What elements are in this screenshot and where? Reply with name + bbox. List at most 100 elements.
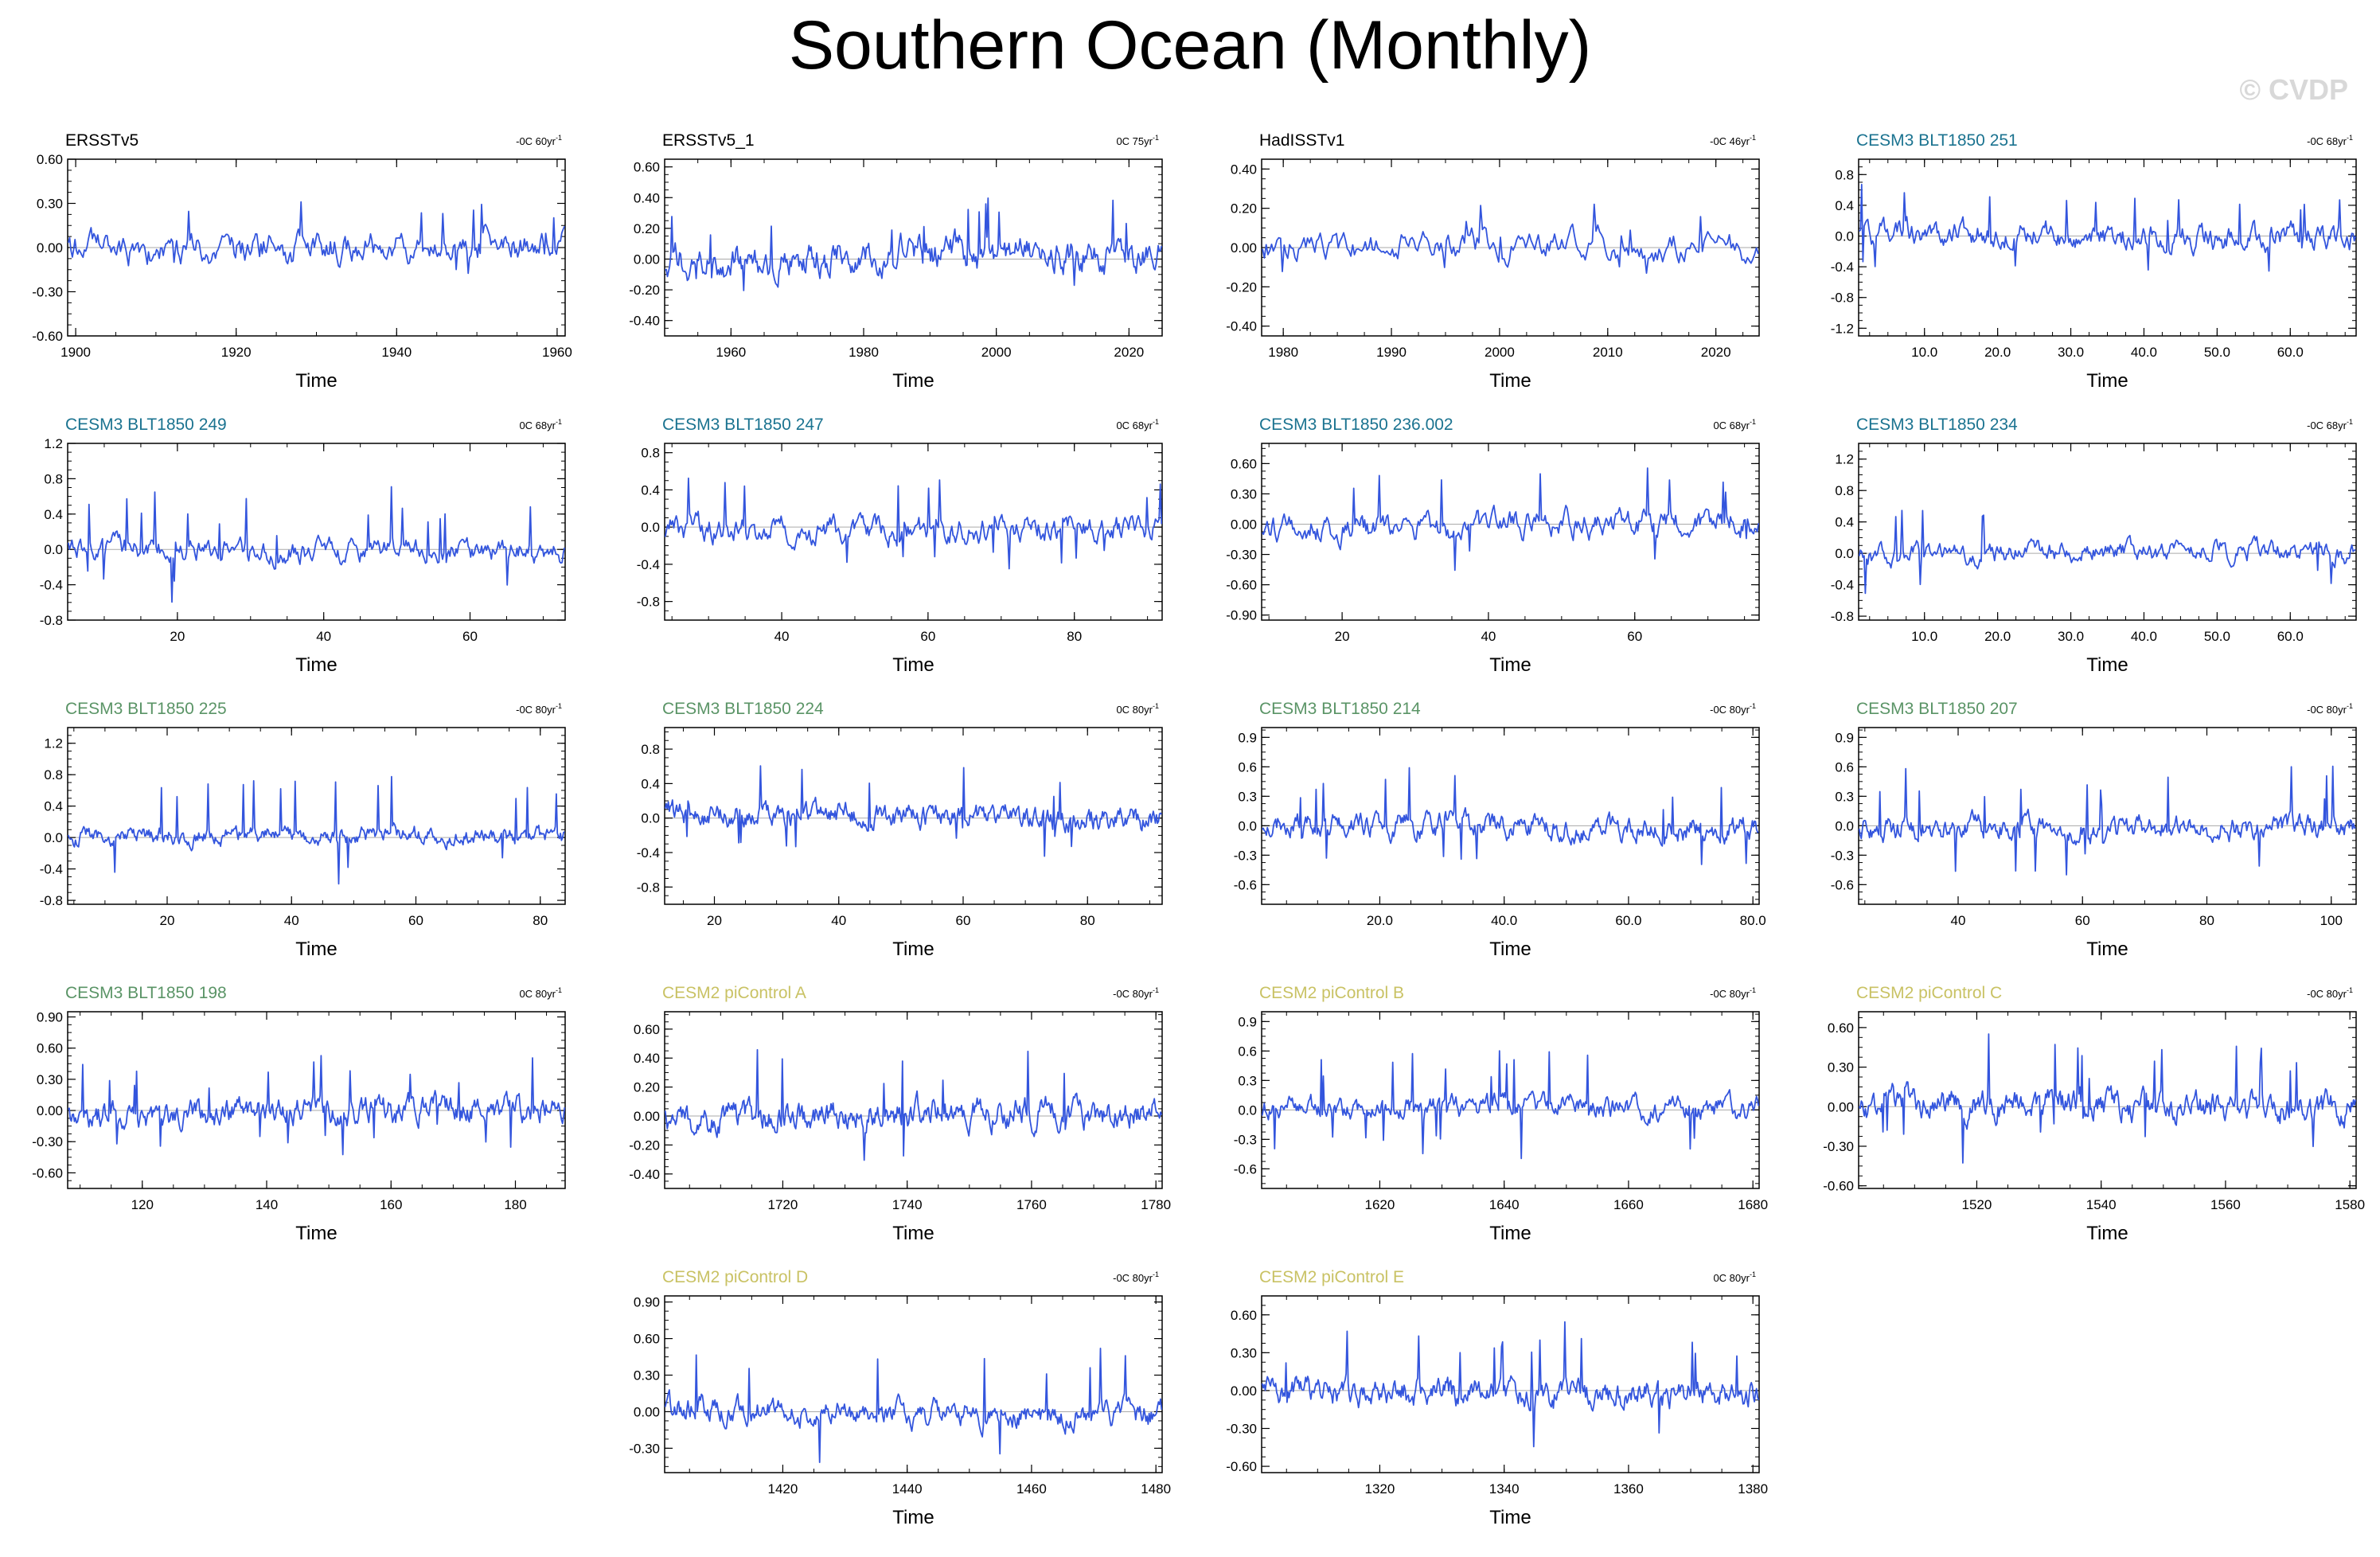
trend-label: 0C 68yr-1 — [1116, 418, 1159, 431]
y-tick-label: 0.40 — [1231, 162, 1257, 177]
trend-superscript: -1 — [1750, 702, 1756, 710]
trend-label: -0C 80yr-1 — [1113, 1270, 1159, 1284]
y-tick-label: 0.3 — [1835, 789, 1854, 804]
y-tick-label: 0.9 — [1238, 1014, 1257, 1029]
x-tick-label: 40.0 — [2131, 345, 2157, 360]
x-axis-label: Time — [2086, 654, 2128, 676]
y-tick-label: -0.8 — [40, 893, 63, 908]
x-tick-label: 1980 — [1268, 345, 1298, 360]
panel-title: CESM3 BLT1850 225 — [65, 700, 227, 718]
series-line — [664, 765, 1162, 857]
chart-panel: CESM2 piControl B -0C 80yr-1 -0.6 -0.3 0.0 0.… — [1234, 984, 1768, 1244]
x-tick-label: 60.0 — [2277, 345, 2304, 360]
x-tick-label: 40 — [831, 913, 846, 928]
chart-panel: CESM3 BLT1850 224 0C 80yr-1 -0.8 -0.4 0.0 0.4… — [637, 700, 1163, 960]
plot-frame — [1261, 443, 1760, 621]
x-tick-label: 1960 — [716, 345, 746, 360]
y-tick-label: 0.40 — [634, 1051, 660, 1066]
x-tick-label: 2000 — [1485, 345, 1515, 360]
panel-title: CESM3 BLT1850 247 — [662, 416, 824, 434]
panel-title: CESM3 BLT1850 224 — [662, 700, 824, 718]
trend-superscript: -1 — [2347, 134, 2353, 142]
series-line — [1858, 1033, 2357, 1164]
plot-frame — [664, 158, 1163, 337]
y-tick-label: -0.4 — [637, 557, 660, 572]
trend-superscript: -1 — [1153, 1270, 1159, 1278]
y-tick-label: 0.0 — [44, 830, 63, 845]
y-tick-label: 0.30 — [37, 1072, 63, 1087]
panel-title: CESM3 BLT1850 198 — [65, 984, 227, 1002]
panel-title: HadISSTv1 — [1259, 131, 1344, 150]
y-tick-label: -0.60 — [1226, 578, 1257, 593]
x-tick-label: 1420 — [768, 1481, 798, 1497]
y-tick-label: 0.20 — [634, 1080, 660, 1095]
chart-panel: CESM3 BLT1850 247 0C 68yr-1 -0.8 -0.4 0.0 0.4… — [637, 416, 1163, 676]
x-tick-label: 20.0 — [1984, 345, 2011, 360]
y-tick-label: -0.3 — [1831, 848, 1854, 863]
y-tick-label: 0.00 — [634, 1109, 660, 1124]
chart-panel: CESM3 BLT1850 251 -0C 68yr-1 -1.2 -0.8 -0.4 0… — [1831, 131, 2357, 392]
plot-frame — [1858, 1011, 2357, 1189]
plot-frame — [67, 1011, 566, 1189]
y-tick-label: 0.9 — [1835, 730, 1854, 745]
y-tick-label: 0.0 — [641, 811, 660, 826]
y-tick-label: 0.60 — [1828, 1020, 1854, 1036]
series-line — [1858, 765, 2356, 876]
plot-frame — [664, 443, 1163, 621]
x-axis-label: Time — [892, 370, 934, 392]
x-tick-label: 80.0 — [1740, 913, 1766, 928]
plot-frame — [1261, 1295, 1760, 1473]
y-tick-label: 0.6 — [1238, 759, 1257, 775]
trend-label: 0C 68yr-1 — [1713, 418, 1756, 431]
y-tick-label: -0.6 — [1831, 877, 1854, 892]
series-line — [67, 1055, 566, 1156]
x-tick-label: 60.0 — [2277, 629, 2304, 644]
x-tick-label: 1460 — [1016, 1481, 1047, 1497]
x-tick-label: 20 — [1335, 629, 1350, 644]
y-tick-label: 0.20 — [634, 221, 660, 236]
chart-panel: CESM3 BLT1850 198 0C 80yr-1 -0.60 -0.30 0.00… — [32, 984, 566, 1244]
x-tick-label: 1520 — [1962, 1197, 1992, 1212]
x-tick-label: 1380 — [1738, 1481, 1768, 1497]
series-line — [67, 775, 565, 885]
x-axis-label: Time — [295, 654, 337, 676]
chart-panel: ERSSTv5_1 0C 75yr-1 -0.40 -0.20 0.00 0.20 0.40… — [629, 131, 1163, 392]
x-tick-label: 20 — [160, 913, 175, 928]
x-axis-label: Time — [1489, 370, 1531, 392]
panel-title: CESM3 BLT1850 214 — [1259, 700, 1421, 718]
trend-label: -0C 68yr-1 — [2307, 418, 2353, 431]
y-tick-label: 0.4 — [1835, 198, 1854, 213]
y-tick-label: 0.00 — [634, 252, 660, 267]
x-tick-label: 1560 — [2210, 1197, 2241, 1212]
x-tick-label: 120 — [131, 1197, 154, 1212]
x-tick-label: 2020 — [1701, 345, 1731, 360]
x-axis-label: Time — [295, 938, 337, 960]
y-tick-label: -0.8 — [40, 613, 63, 628]
y-tick-label: 0.6 — [1238, 1044, 1257, 1059]
x-tick-label: 1580 — [2335, 1197, 2365, 1212]
y-tick-label: -0.3 — [1234, 1132, 1257, 1147]
y-tick-label: 0.00 — [1231, 240, 1257, 256]
y-tick-label: 0.00 — [37, 1103, 63, 1118]
x-tick-label: 1540 — [2086, 1197, 2117, 1212]
y-tick-label: -0.8 — [637, 595, 660, 610]
chart-panel: CESM3 BLT1850 207 -0C 80yr-1 -0.6 -0.3 0.0 0.… — [1831, 700, 2357, 960]
y-tick-label: 0.00 — [1231, 1383, 1257, 1399]
y-tick-label: -0.60 — [1823, 1179, 1854, 1194]
y-tick-label: 0.60 — [634, 160, 660, 175]
x-tick-label: 50.0 — [2204, 345, 2230, 360]
chart-panel: CESM2 piControl D -0C 80yr-1 -0.30 0.00 0.30… — [629, 1268, 1171, 1528]
x-tick-label: 80 — [2199, 913, 2214, 928]
x-axis-label: Time — [892, 1223, 934, 1244]
chart-panel: CESM3 BLT1850 236.002 0C 68yr-1 -0.90 -0.60… — [1226, 416, 1760, 676]
chart-panel: ERSSTv5 -0C 60yr-1 -0.60 -0.30 0.00 0.30 0.60 1… — [32, 131, 572, 392]
chart-panel: CESM3 BLT1850 249 0C 68yr-1 -0.8 -0.4 0.0 0.4… — [40, 416, 566, 676]
y-tick-label: 1.2 — [1835, 452, 1854, 467]
x-tick-label: 20.0 — [1367, 913, 1393, 928]
series-line — [67, 486, 566, 603]
series-line — [1858, 509, 2356, 595]
x-tick-label: 1640 — [1489, 1197, 1520, 1212]
y-tick-label: 0.0 — [1835, 546, 1854, 561]
chart-panel: CESM2 piControl A -0C 80yr-1 -0.40 -0.20 0.0… — [629, 984, 1171, 1244]
chart-panel: CESM3 BLT1850 214 -0C 80yr-1 -0.6 -0.3 0.0 0.… — [1234, 700, 1766, 960]
